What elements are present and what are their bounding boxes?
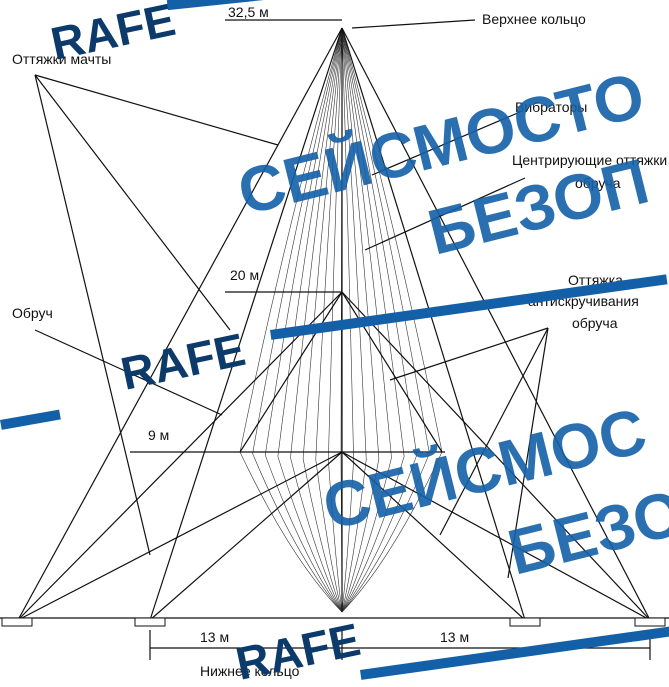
label: Обруч xyxy=(12,305,53,321)
watermark: RAFE xyxy=(231,613,364,687)
watermark: RAFE xyxy=(116,323,249,400)
label: Верхнее кольцо xyxy=(482,11,586,27)
diagram: 32,5 м Верхнее кольцо Оттяжки мачты Вибр… xyxy=(0,0,669,687)
label: 9 м xyxy=(148,427,169,443)
vibrator xyxy=(240,28,342,612)
label: 13 м xyxy=(200,629,229,645)
label: 13 м xyxy=(440,629,469,645)
label: обруча xyxy=(572,315,618,331)
label: 20 м xyxy=(230,267,259,283)
watermark: RAFE xyxy=(46,0,179,70)
label: 32,5 м xyxy=(228,4,269,20)
